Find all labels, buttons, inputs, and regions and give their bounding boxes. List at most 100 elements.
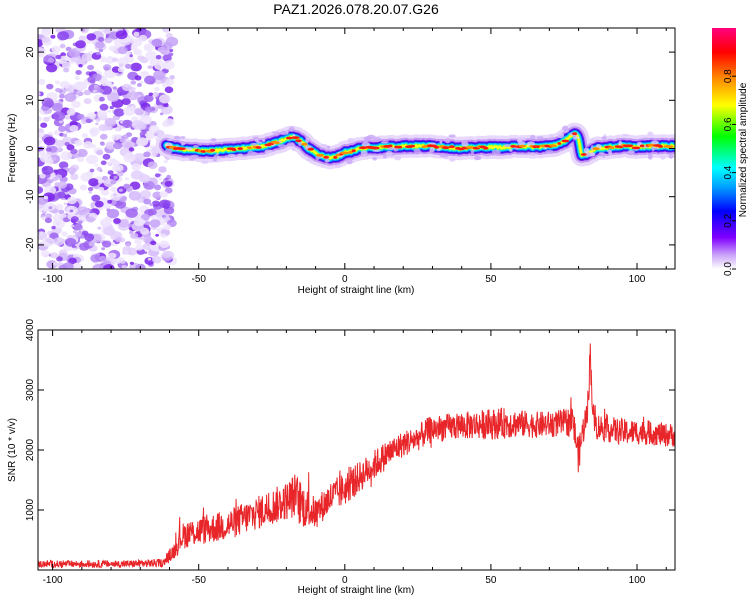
noise-blob <box>39 231 44 235</box>
noise-blob <box>106 161 112 166</box>
ridge-speckle <box>622 133 630 137</box>
noise-blob <box>55 87 61 93</box>
ridge-speckle <box>315 155 320 161</box>
noise-blob <box>70 173 79 180</box>
ridge-speckle <box>449 157 456 162</box>
spectrogram-y-ticks: -20 -10 0 10 20 <box>25 46 675 252</box>
noise-blob <box>142 196 146 200</box>
noise-blob <box>99 255 107 262</box>
ridge-speckle <box>517 137 527 141</box>
ridge-hot-spot <box>301 142 308 146</box>
x-tick-label: 0 <box>342 274 348 285</box>
ridge-hot-spot <box>316 153 324 157</box>
noise-blob <box>137 83 142 87</box>
noise-blob <box>128 147 135 152</box>
ridge-speckle <box>601 136 607 140</box>
ridge-hot-spot <box>658 145 663 148</box>
x-tick-label: 50 <box>485 575 497 586</box>
noise-blob <box>97 36 105 42</box>
ridge-hot-spot <box>348 150 354 154</box>
ridge-hot-spot <box>647 143 656 147</box>
noise-blob <box>73 81 85 91</box>
noise-blob <box>107 199 113 204</box>
noise-blob <box>123 250 129 255</box>
ridge-speckle <box>264 149 273 154</box>
noise-blob <box>38 128 44 133</box>
ridge-speckle <box>474 155 482 161</box>
noise-blob <box>129 54 133 58</box>
noise-blob <box>117 67 125 73</box>
noise-blob <box>152 256 162 264</box>
noise-blob <box>56 147 64 153</box>
colorbar-gradient <box>712 28 736 269</box>
noise-blob <box>154 173 161 178</box>
noise-blob <box>122 119 133 128</box>
ridge-speckle <box>651 146 655 152</box>
noise-blob <box>152 191 162 199</box>
ridge-speckle <box>394 156 402 161</box>
noise-blob <box>88 190 93 194</box>
noise-blob <box>135 244 144 251</box>
noise-blob <box>58 209 65 215</box>
noise-blob <box>123 152 136 163</box>
noise-blob <box>103 264 115 269</box>
noise-blob <box>43 136 56 146</box>
noise-blob <box>69 124 79 132</box>
noise-blob <box>51 208 59 214</box>
ridge-hot-spot <box>255 146 262 149</box>
noise-blob <box>46 63 58 73</box>
noise-blob <box>95 118 101 123</box>
ridge-speckle <box>439 153 449 158</box>
ridge-speckle <box>166 138 174 141</box>
noise-blob <box>104 117 117 127</box>
ridge-speckle <box>439 140 443 144</box>
noise-blob <box>113 142 123 150</box>
ridge-speckle <box>334 164 341 168</box>
noise-blob <box>96 149 104 156</box>
noise-blob <box>77 156 85 163</box>
noise-blob <box>115 30 128 40</box>
noise-blob <box>158 166 167 173</box>
noise-blob <box>79 184 88 191</box>
ridge-speckle <box>347 138 355 143</box>
noise-blob <box>62 262 74 269</box>
ridge-speckle <box>529 152 536 156</box>
noise-blob <box>67 167 77 174</box>
noise-blob <box>154 87 160 92</box>
noise-blob <box>98 124 108 132</box>
ridge-speckle <box>326 145 331 149</box>
noise-blob <box>128 223 133 227</box>
ridge-hot-spot <box>200 150 207 153</box>
noise-blob <box>164 118 175 127</box>
noise-blob <box>151 38 163 48</box>
noise-blob <box>61 239 66 243</box>
ridge-speckle <box>387 146 395 151</box>
noise-blob <box>50 252 59 259</box>
noise-blob <box>113 108 125 117</box>
noise-blob <box>143 198 152 205</box>
noise-blob <box>96 252 101 256</box>
y-tick-label: -20 <box>25 237 36 252</box>
noise-blob <box>76 206 89 216</box>
colorbar-tick-label: 0.4 <box>723 165 734 179</box>
ridge-speckle <box>627 151 636 154</box>
noise-blob <box>127 91 140 101</box>
noise-blob <box>41 216 46 221</box>
noise-blob <box>72 262 82 269</box>
noise-blob <box>160 233 167 238</box>
noise-blob <box>136 137 149 147</box>
noise-blob <box>163 224 172 231</box>
noise-blob <box>76 148 88 158</box>
ridge-hot-spot <box>580 153 587 156</box>
noise-blob <box>75 58 86 67</box>
noise-blob <box>52 177 58 182</box>
noise-blob <box>100 160 107 166</box>
noise-blob <box>46 83 54 90</box>
noise-blob <box>139 174 151 184</box>
noise-blob <box>73 223 83 231</box>
noise-blob <box>123 106 136 116</box>
ridge-hot-spot <box>572 132 577 136</box>
spectrogram-x-ticks: -100 -50 0 50 100 <box>43 28 667 285</box>
noise-blob <box>58 161 69 169</box>
